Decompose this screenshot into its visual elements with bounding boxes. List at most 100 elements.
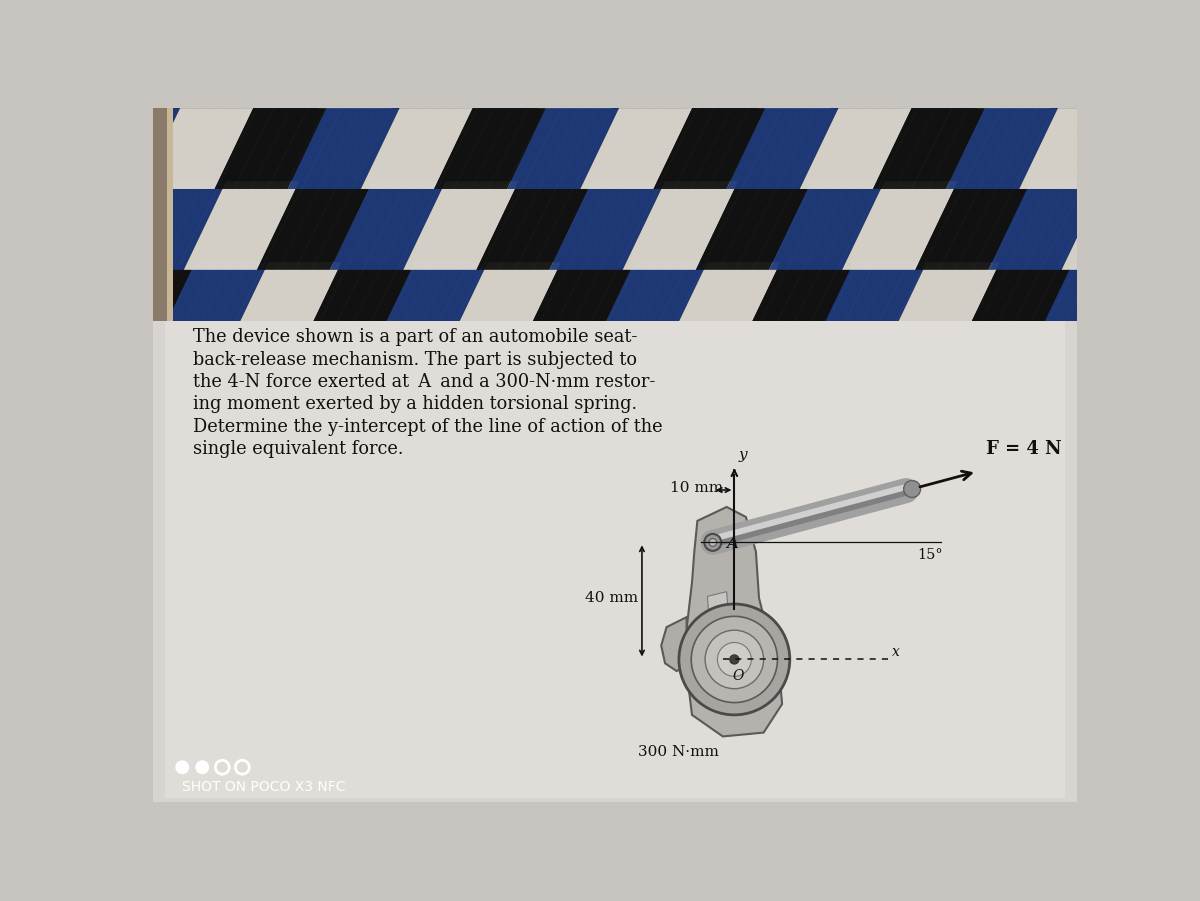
Polygon shape <box>299 262 415 350</box>
Polygon shape <box>0 100 110 189</box>
Text: 15°: 15° <box>918 549 943 562</box>
Polygon shape <box>661 617 686 671</box>
Text: The device shown is a part of an automobile seat-: The device shown is a part of an automob… <box>193 328 637 346</box>
Polygon shape <box>884 262 1000 350</box>
Polygon shape <box>1165 100 1200 189</box>
Circle shape <box>196 760 209 774</box>
Polygon shape <box>1104 262 1200 350</box>
Polygon shape <box>110 181 226 269</box>
Polygon shape <box>1019 100 1135 189</box>
Polygon shape <box>372 262 488 350</box>
Polygon shape <box>0 100 37 189</box>
Polygon shape <box>361 100 476 189</box>
Polygon shape <box>757 20 872 108</box>
Polygon shape <box>989 181 1104 269</box>
Polygon shape <box>916 181 1031 269</box>
Text: y: y <box>739 448 748 462</box>
Polygon shape <box>391 20 508 108</box>
Polygon shape <box>246 20 361 108</box>
Polygon shape <box>257 181 372 269</box>
Polygon shape <box>1050 20 1165 108</box>
Polygon shape <box>1177 262 1200 350</box>
Bar <box>154 108 1078 335</box>
Polygon shape <box>445 262 562 350</box>
Polygon shape <box>830 20 946 108</box>
Polygon shape <box>1123 20 1200 108</box>
Polygon shape <box>550 181 665 269</box>
Polygon shape <box>0 20 68 108</box>
Text: Determine the y-intercept of the line of action of the: Determine the y-intercept of the line of… <box>193 418 662 436</box>
Polygon shape <box>7 262 122 350</box>
Polygon shape <box>946 100 1062 189</box>
Polygon shape <box>0 181 7 269</box>
Polygon shape <box>538 20 654 108</box>
Polygon shape <box>173 20 288 108</box>
Circle shape <box>691 616 778 703</box>
Text: F = 4 N: F = 4 N <box>986 440 1062 458</box>
Circle shape <box>904 480 920 497</box>
Polygon shape <box>1196 20 1200 108</box>
Polygon shape <box>769 181 884 269</box>
Polygon shape <box>288 100 403 189</box>
Polygon shape <box>738 262 853 350</box>
Bar <box>154 108 167 335</box>
Polygon shape <box>708 592 728 616</box>
Polygon shape <box>623 181 738 269</box>
Polygon shape <box>518 262 635 350</box>
Polygon shape <box>581 100 696 189</box>
Circle shape <box>679 604 790 714</box>
Polygon shape <box>330 181 445 269</box>
Polygon shape <box>68 100 184 189</box>
Text: 300 N·mm: 300 N·mm <box>638 745 719 759</box>
Polygon shape <box>654 100 769 189</box>
Polygon shape <box>958 262 1073 350</box>
Polygon shape <box>403 181 518 269</box>
Text: 40 mm: 40 mm <box>584 591 638 605</box>
Polygon shape <box>142 100 257 189</box>
Text: SHOT ON POCO X3 NFC: SHOT ON POCO X3 NFC <box>182 779 346 794</box>
Text: x: x <box>893 645 900 660</box>
Polygon shape <box>476 181 592 269</box>
Text: back-release mechanism. The part is subjected to: back-release mechanism. The part is subj… <box>193 350 637 369</box>
Polygon shape <box>842 181 958 269</box>
Polygon shape <box>872 100 989 189</box>
Polygon shape <box>154 262 269 350</box>
Polygon shape <box>611 20 727 108</box>
Polygon shape <box>215 100 330 189</box>
Polygon shape <box>434 100 550 189</box>
Polygon shape <box>684 20 800 108</box>
Circle shape <box>718 642 751 677</box>
Polygon shape <box>811 262 926 350</box>
Polygon shape <box>1062 181 1177 269</box>
Polygon shape <box>508 100 623 189</box>
Circle shape <box>709 539 716 546</box>
Polygon shape <box>1092 100 1200 189</box>
Polygon shape <box>226 262 342 350</box>
Polygon shape <box>318 20 434 108</box>
Bar <box>154 322 1078 802</box>
Polygon shape <box>904 20 1019 108</box>
Text: ing moment exerted by a hidden torsional spring.: ing moment exerted by a hidden torsional… <box>193 396 637 414</box>
Polygon shape <box>592 262 708 350</box>
Polygon shape <box>977 20 1092 108</box>
Text: 10 mm: 10 mm <box>671 481 724 496</box>
Polygon shape <box>1135 181 1200 269</box>
Polygon shape <box>100 20 215 108</box>
Text: single equivalent force.: single equivalent force. <box>193 440 403 458</box>
Polygon shape <box>696 181 811 269</box>
Polygon shape <box>184 181 299 269</box>
Circle shape <box>706 630 763 688</box>
Polygon shape <box>80 262 196 350</box>
Polygon shape <box>800 100 916 189</box>
Bar <box>167 108 173 335</box>
Polygon shape <box>0 181 80 269</box>
Text: O: O <box>732 669 744 683</box>
Circle shape <box>730 655 739 664</box>
Circle shape <box>175 760 190 774</box>
Polygon shape <box>0 262 49 350</box>
Polygon shape <box>727 100 842 189</box>
Polygon shape <box>464 20 581 108</box>
Bar <box>164 322 1066 798</box>
Text: the 4-N force exerted at  A  and a 300-N·mm restor-: the 4-N force exerted at A and a 300-N·m… <box>193 373 655 391</box>
Polygon shape <box>37 181 154 269</box>
